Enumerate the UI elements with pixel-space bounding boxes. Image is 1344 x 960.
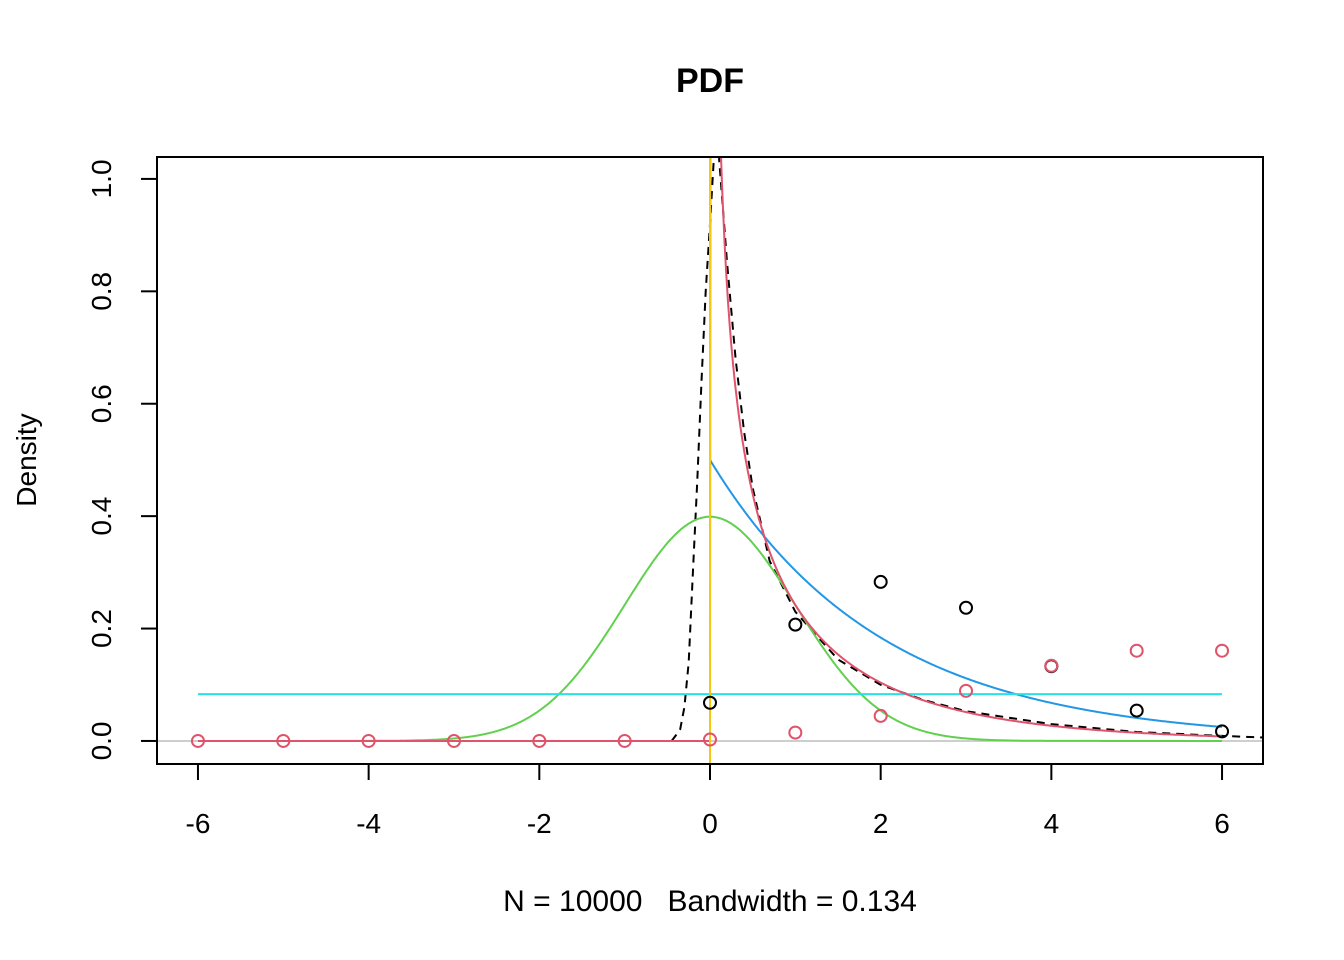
plot-frame bbox=[156, 156, 1264, 765]
poisson-6-point bbox=[703, 732, 717, 747]
x-tick-label: 6 bbox=[1214, 808, 1230, 839]
y-tick-label: 0.4 bbox=[86, 497, 117, 536]
poisson-6-point bbox=[959, 683, 974, 698]
poisson-6-point bbox=[617, 733, 632, 748]
x-axis-label: N = 10000 Bandwidth = 0.134 bbox=[503, 885, 917, 918]
poisson-6-point bbox=[446, 733, 461, 748]
x-tick-label: 0 bbox=[702, 808, 718, 839]
binomial-point bbox=[873, 574, 888, 589]
axes: -6 -4 -2 0 2 4 6 0.0 0.2 0.4 0.6 0.8 1.0 bbox=[86, 159, 1230, 839]
poisson-6-point bbox=[361, 733, 376, 748]
poisson-6-point bbox=[276, 733, 291, 748]
y-tick-label: 0.2 bbox=[86, 609, 117, 648]
poisson-6-point bbox=[873, 708, 888, 723]
y-tick-label: 1.0 bbox=[86, 159, 117, 198]
y-axis-label: Density bbox=[11, 413, 42, 506]
x-tick-label: -6 bbox=[186, 808, 211, 839]
poisson-6-point bbox=[1129, 643, 1144, 658]
x-tick-label: -4 bbox=[356, 808, 381, 839]
x-tick-label: 4 bbox=[1044, 808, 1060, 839]
poisson-6-point bbox=[788, 725, 803, 740]
series-group bbox=[157, 157, 1263, 764]
x-tick-label: -2 bbox=[527, 808, 552, 839]
poisson-6-point bbox=[532, 733, 547, 748]
density-curve bbox=[670, 157, 1263, 742]
y-tick-label: 0.8 bbox=[86, 272, 117, 311]
y-tick-label: 0.6 bbox=[86, 384, 117, 423]
binomial-point bbox=[788, 617, 803, 632]
plot-area bbox=[157, 157, 1263, 764]
poisson-6-point bbox=[1215, 643, 1230, 658]
y-tick-label: 0.0 bbox=[86, 721, 117, 760]
exponential-0-5--curve bbox=[709, 459, 1223, 728]
binomial-point bbox=[1129, 703, 1144, 718]
binomial-point bbox=[1215, 724, 1230, 739]
x-tick-label: 2 bbox=[873, 808, 889, 839]
binomial-point bbox=[703, 695, 717, 710]
poisson-6-point bbox=[190, 733, 205, 748]
poisson-6-point bbox=[1044, 658, 1059, 673]
chart-title: PDF bbox=[676, 62, 744, 100]
binomial-point bbox=[959, 600, 974, 615]
